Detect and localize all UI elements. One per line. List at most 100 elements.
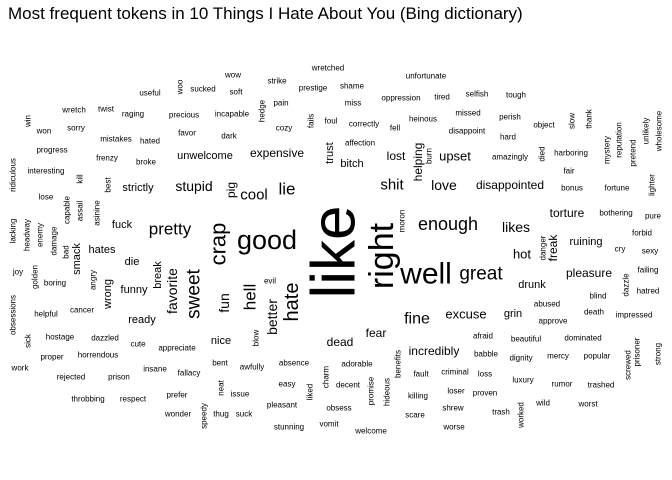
word-abused: abused bbox=[534, 300, 560, 309]
word-evil: evil bbox=[264, 277, 276, 286]
word-beautiful: beautiful bbox=[511, 335, 541, 344]
word-screwed: screwed bbox=[624, 350, 633, 380]
word-wow: wow bbox=[224, 71, 241, 80]
word-proper: proper bbox=[40, 353, 63, 362]
word-wretch: wretch bbox=[61, 106, 86, 115]
word-good: good bbox=[237, 225, 297, 255]
word-pain: pain bbox=[273, 99, 288, 108]
word-scare: scare bbox=[405, 411, 425, 420]
word-hostage: hostage bbox=[46, 333, 75, 342]
word-excuse: excuse bbox=[445, 307, 486, 322]
word-love: love bbox=[431, 177, 457, 193]
word-incapable: incapable bbox=[215, 110, 250, 119]
word-boring: boring bbox=[44, 279, 66, 288]
word-well: well bbox=[399, 258, 452, 291]
word-better: better bbox=[264, 299, 280, 335]
word-forbid: forbid bbox=[632, 229, 652, 238]
word-pig: pig bbox=[224, 182, 238, 198]
word-cute: cute bbox=[130, 340, 146, 349]
word-wild: wild bbox=[535, 399, 550, 408]
word-respect: respect bbox=[120, 395, 147, 404]
word-strike: strike bbox=[267, 77, 287, 86]
word-obsess: obsess bbox=[326, 404, 351, 413]
word-loser: loser bbox=[447, 387, 465, 396]
word-trashed: trashed bbox=[588, 381, 615, 390]
word-soft: soft bbox=[230, 88, 244, 97]
word-hate: hate bbox=[281, 283, 303, 322]
word-bent: bent bbox=[212, 359, 228, 368]
word-lacking: lacking bbox=[9, 219, 18, 244]
word-killing: killing bbox=[408, 392, 428, 401]
word-loss: loss bbox=[478, 370, 492, 379]
word-slow: slow bbox=[568, 113, 577, 129]
word-absence: absence bbox=[279, 359, 310, 368]
word-upset: upset bbox=[439, 149, 471, 164]
word-mystery: mystery bbox=[603, 136, 612, 164]
word-bad: bad bbox=[62, 245, 71, 258]
word-appreciate: appreciate bbox=[158, 344, 196, 353]
word-crap: crap bbox=[206, 223, 231, 266]
word-prison: prison bbox=[108, 373, 130, 382]
word-fallacy: fallacy bbox=[178, 369, 201, 378]
word-died: died bbox=[538, 146, 547, 161]
word-harboring: harboring bbox=[554, 149, 588, 158]
word-ready: ready bbox=[128, 314, 156, 326]
word-thug: thug bbox=[213, 410, 229, 419]
word-reputation: reputation bbox=[615, 122, 624, 158]
word-fuck: fuck bbox=[112, 219, 133, 231]
word-welcome: welcome bbox=[354, 427, 387, 436]
word-incredibly: incredibly bbox=[409, 344, 460, 358]
word-failing: failing bbox=[638, 266, 659, 275]
word-foul: foul bbox=[325, 117, 338, 126]
word-correctly: correctly bbox=[349, 120, 379, 129]
word-afraid: afraid bbox=[473, 332, 493, 341]
word-tired: tired bbox=[434, 93, 450, 102]
word-hedge: hedge bbox=[258, 99, 267, 122]
word-easy: easy bbox=[279, 380, 296, 389]
word-win: win bbox=[24, 115, 33, 128]
word-freak: freak bbox=[546, 234, 560, 262]
chart-title: Most frequent tokens in 10 Things I Hate… bbox=[8, 4, 523, 23]
word-trust: trust bbox=[324, 142, 336, 163]
word-trash: trash bbox=[492, 408, 510, 417]
word-cool: cool bbox=[240, 187, 268, 204]
word-hated: hated bbox=[140, 137, 160, 146]
word-missed: missed bbox=[455, 109, 480, 118]
word-fails: fails bbox=[307, 114, 316, 128]
word-die: die bbox=[125, 256, 140, 268]
word-unfortunate: unfortunate bbox=[406, 72, 447, 81]
word-like: like bbox=[300, 205, 369, 298]
word-interesting: interesting bbox=[28, 167, 65, 176]
word-prestige: prestige bbox=[299, 84, 328, 93]
word-blind: blind bbox=[590, 292, 607, 301]
word-pretty: pretty bbox=[149, 220, 192, 239]
word-worked: worked bbox=[517, 402, 526, 429]
word-insane: insane bbox=[143, 365, 167, 374]
word-liked: liked bbox=[306, 384, 315, 400]
word-unwelcome: unwelcome bbox=[177, 150, 233, 162]
word-kill: kill bbox=[76, 174, 85, 184]
word-ruining: ruining bbox=[569, 236, 602, 248]
word-right: right bbox=[363, 222, 401, 289]
word-angry: angry bbox=[89, 270, 98, 290]
word-neat: neat bbox=[217, 379, 226, 395]
word-worse: worse bbox=[442, 423, 465, 432]
word-fell: fell bbox=[390, 124, 400, 133]
word-oppression: oppression bbox=[381, 94, 420, 103]
word-fair: fair bbox=[563, 167, 574, 176]
word-helping: helping bbox=[411, 143, 425, 182]
word-joy: joy bbox=[12, 268, 23, 277]
word-cozy: cozy bbox=[276, 124, 292, 133]
word-dazzle: dazzle bbox=[622, 273, 631, 297]
word-helpful: helpful bbox=[34, 310, 58, 319]
word-shame: shame bbox=[340, 82, 365, 91]
word-pleasant: pleasant bbox=[267, 401, 298, 410]
word-raging: raging bbox=[122, 110, 144, 119]
word-unlikely: unlikely bbox=[642, 118, 651, 145]
word-frenzy: frenzy bbox=[96, 154, 118, 163]
word-sorry: sorry bbox=[67, 124, 85, 133]
word-hates: hates bbox=[89, 244, 116, 256]
word-funny: funny bbox=[121, 284, 148, 296]
word-cry: cry bbox=[615, 245, 626, 254]
